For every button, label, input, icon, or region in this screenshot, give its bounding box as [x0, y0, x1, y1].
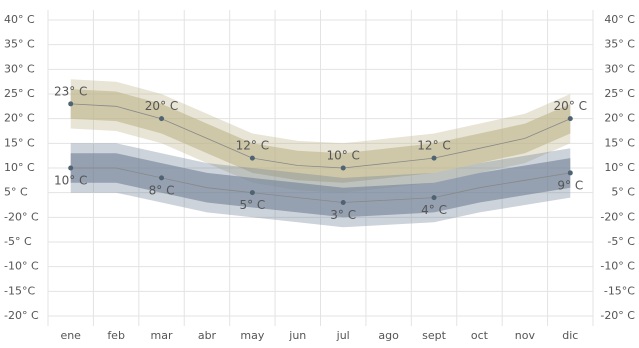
value-label: 5° C [239, 198, 265, 212]
x-tick-label: jun [288, 329, 306, 342]
value-label: 4° C [421, 203, 447, 217]
x-tick-label: feb [107, 329, 125, 342]
y-tick-label: 10° C [4, 161, 35, 174]
y2-tick-label: 30° C [604, 62, 635, 75]
y2-tick-label: 5° C [611, 186, 635, 199]
y2-tick-label: 40° C [604, 13, 635, 26]
x-tick-label: nov [515, 329, 536, 342]
point [567, 116, 573, 122]
value-label: 9° C [557, 178, 583, 192]
line [70, 103, 571, 169]
value-label: 12° C [236, 139, 269, 153]
value-label: 3° C [330, 208, 356, 222]
x-tick-label: jul [336, 329, 350, 342]
value-label: 10° C [326, 149, 359, 163]
band [70, 153, 571, 218]
y-tick-label: 40° C [4, 13, 35, 26]
y2-tick-label: -15°C [604, 284, 635, 297]
x-tick-label: oct [471, 329, 489, 342]
y2-tick-label: 20° C [604, 112, 635, 125]
y-tick-label: 35° C [4, 38, 35, 51]
y-tick-label: 20° C [4, 112, 35, 125]
point [431, 155, 437, 161]
point [340, 200, 346, 206]
y-tick-label: 30° C [4, 62, 35, 75]
x-tick-label: ene [60, 329, 81, 342]
x-tick-label: sept [422, 329, 446, 342]
band [70, 89, 571, 183]
value-label: 23° C [54, 84, 87, 98]
y2-tick-label: -20° C [600, 210, 635, 223]
point [68, 165, 74, 171]
y-tick-label: -15°C [4, 284, 35, 297]
y2-tick-label: -10° C [600, 260, 635, 273]
value-label: 20° C [145, 99, 178, 113]
x-tick-label: ago [378, 329, 399, 342]
value-label: 12° C [417, 139, 450, 153]
point [249, 155, 255, 161]
value-label: 10° C [54, 174, 87, 188]
point [249, 190, 255, 196]
point [431, 195, 437, 201]
x-tick-label: may [240, 329, 264, 342]
x-tick-label: mar [151, 329, 173, 342]
y2-tick-label: 25° C [604, 87, 635, 100]
point [159, 175, 165, 181]
y2-tick-label: 15° C [604, 136, 635, 149]
point [340, 165, 346, 171]
y-tick-label: -5° C [4, 235, 32, 248]
point [159, 116, 165, 122]
y2-tick-label: 35° C [604, 38, 635, 51]
y2-tick-label: -20° C [600, 309, 635, 322]
y-tick-label: -20° C [4, 309, 39, 322]
line [70, 167, 571, 203]
value-label: 20° C [554, 99, 587, 113]
y-tick-label: 25° C [4, 87, 35, 100]
y-tick-label: 5° C [4, 186, 28, 199]
point [68, 101, 74, 107]
value-label: 8° C [149, 183, 175, 197]
x-tick-label: dic [562, 329, 578, 342]
y-tick-label: 15° C [4, 136, 35, 149]
y-tick-label: -10° C [4, 260, 39, 273]
y2-tick-label: -5° C [607, 235, 635, 248]
x-tick-label: abr [198, 329, 217, 342]
y-tick-label: -20° C [4, 210, 39, 223]
point [567, 170, 573, 176]
y2-tick-label: 10° C [604, 161, 635, 174]
